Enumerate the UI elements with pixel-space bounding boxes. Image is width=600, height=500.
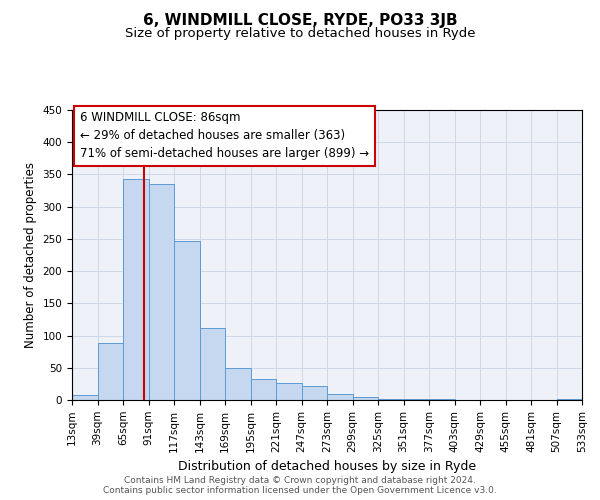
Y-axis label: Number of detached properties: Number of detached properties [24, 162, 37, 348]
Text: 6, WINDMILL CLOSE, RYDE, PO33 3JB: 6, WINDMILL CLOSE, RYDE, PO33 3JB [143, 12, 457, 28]
Bar [174, 242, 199, 400]
Bar [199, 328, 225, 400]
Bar [149, 184, 174, 400]
Text: Contains public sector information licensed under the Open Government Licence v3: Contains public sector information licen… [103, 486, 497, 495]
Bar [225, 368, 251, 400]
Text: Size of property relative to detached houses in Ryde: Size of property relative to detached ho… [125, 28, 475, 40]
Bar [353, 397, 378, 400]
Bar [97, 344, 123, 400]
Text: Contains HM Land Registry data © Crown copyright and database right 2024.: Contains HM Land Registry data © Crown c… [124, 476, 476, 485]
Bar [302, 386, 327, 400]
Bar [72, 396, 97, 400]
X-axis label: Distribution of detached houses by size in Ryde: Distribution of detached houses by size … [178, 460, 476, 473]
Bar [251, 378, 276, 400]
Text: 6 WINDMILL CLOSE: 86sqm
← 29% of detached houses are smaller (363)
71% of semi-d: 6 WINDMILL CLOSE: 86sqm ← 29% of detache… [80, 112, 369, 160]
Bar [327, 394, 353, 400]
Bar [276, 383, 302, 400]
Bar [123, 179, 149, 400]
